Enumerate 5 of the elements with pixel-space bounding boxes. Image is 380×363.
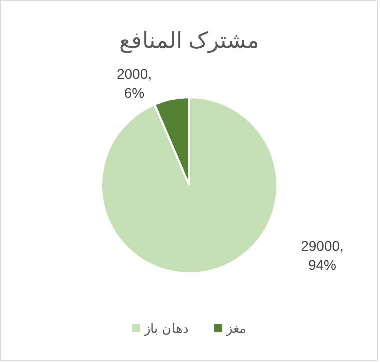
data-label: 29000, 94% (301, 238, 344, 274)
legend-label: مغز (226, 321, 246, 337)
data-label: 2000, 6% (116, 66, 152, 102)
chart-title: مشترک المنافع (119, 28, 260, 54)
legend-label: دهان باز (144, 321, 190, 337)
